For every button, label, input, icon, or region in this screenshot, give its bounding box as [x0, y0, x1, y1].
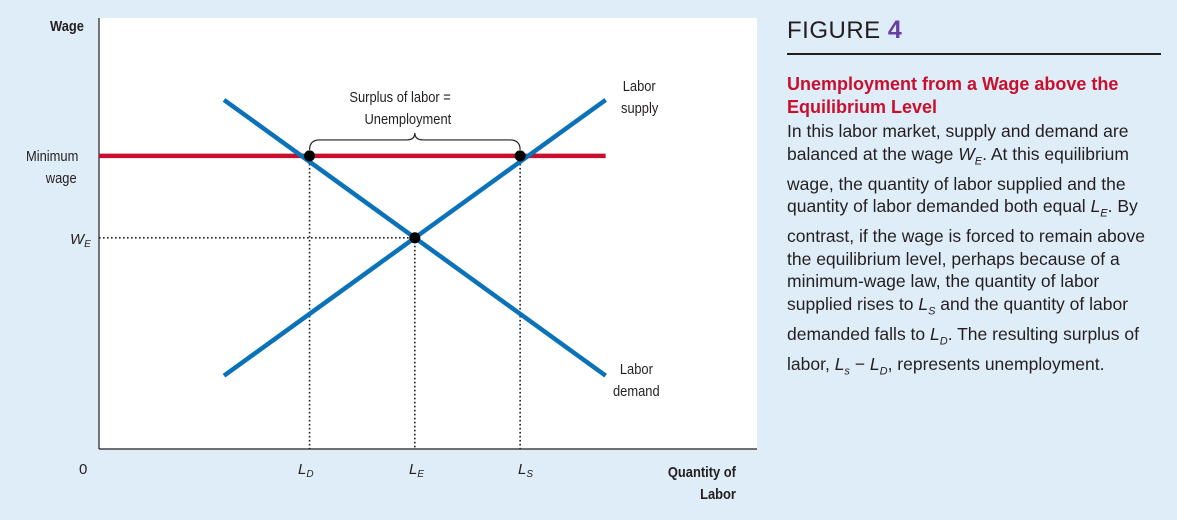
le-tick-sub: E: [417, 469, 425, 480]
ld-point: [304, 150, 316, 162]
caption-text-6: and the quantity of labor demanded falls…: [787, 293, 1129, 344]
caption-text-2: . At this equilibrium wage, the quantity…: [787, 143, 1129, 217]
caption-text-8: . The resulting surplus of labor,: [787, 323, 1140, 374]
demand-label-line1: Labor: [619, 361, 653, 378]
caption-body: In this labor market, supply and demand …: [787, 120, 1163, 383]
caption-title: Unemployment from a Wage above the Equil…: [787, 74, 1119, 117]
le-tick-label: LE: [409, 459, 424, 486]
supply-label: Labor supply: [621, 76, 658, 120]
caption-var-5: L: [918, 293, 929, 314]
title-rule: [787, 53, 1161, 55]
caption-text-12: , represents unemployment.: [887, 353, 1105, 374]
we-tick-sub: E: [84, 239, 91, 250]
figure-title: FIGURE 4: [787, 16, 1163, 45]
surplus-brace: [308, 132, 521, 150]
figure-number: 4: [887, 16, 903, 44]
caption-text-0: In this labor market, supply and demand …: [787, 121, 1129, 164]
x-axis-label-line1: Quantity of: [667, 464, 736, 481]
we-tick-var: W: [70, 231, 85, 248]
min-wage-tick-line2: wage: [45, 170, 77, 187]
ls-tick-label: LS: [518, 459, 533, 486]
supply-label-line2: supply: [621, 100, 659, 117]
demand-label-line2: demand: [613, 383, 660, 400]
le-tick-var: L: [409, 461, 418, 478]
caption-sub-3: E: [1100, 207, 1108, 220]
caption-sub-9: s: [844, 365, 850, 377]
x-axis-label-line2: Labor: [700, 486, 736, 503]
origin-label: 0: [79, 461, 88, 478]
caption-text-10: −: [849, 353, 870, 374]
caption-sub-1: E: [974, 155, 983, 167]
min-wage-tick-label: Minimum wage: [26, 146, 78, 190]
figure-label: FIGURE: [787, 17, 881, 44]
ls-tick-sub: S: [526, 469, 534, 480]
caption-var-11: L: [869, 353, 880, 374]
surplus-annotation: Surplus of labor = Unemployment: [349, 87, 451, 131]
ld-tick-label: LD: [298, 459, 314, 486]
surplus-annotation-line2: Unemployment: [364, 111, 452, 128]
min-wage-tick-line1: Minimum: [26, 148, 79, 165]
caption-sub-7: D: [939, 335, 948, 347]
x-axis-label: Quantity of Labor: [662, 462, 736, 506]
caption-text-4: . By contrast, if the wage is forced to …: [787, 196, 1145, 314]
surplus-annotation-line1: Surplus of labor =: [349, 89, 451, 106]
caption-var-3: L: [1090, 196, 1101, 216]
y-axis-label: Wage: [50, 18, 84, 35]
supply-label-line1: Labor: [622, 78, 656, 95]
caption-var-7: L: [930, 323, 940, 344]
demand-label: Labor demand: [613, 359, 660, 403]
caption-var-1: W: [958, 143, 975, 164]
caption-sub-5: S: [928, 305, 936, 317]
ld-tick-var: L: [298, 461, 307, 478]
ld-tick-sub: D: [306, 469, 314, 480]
caption-panel: FIGURE 4 Unemployment from a Wage above …: [787, 16, 1163, 383]
caption-var-9: L: [834, 353, 845, 374]
plot-area: [99, 18, 757, 449]
ls-tick-var: L: [518, 461, 527, 478]
we-tick-label: WE: [70, 229, 91, 256]
ls-point: [514, 150, 526, 162]
equilibrium-point: [409, 232, 421, 244]
caption-sub-11: D: [879, 365, 888, 377]
